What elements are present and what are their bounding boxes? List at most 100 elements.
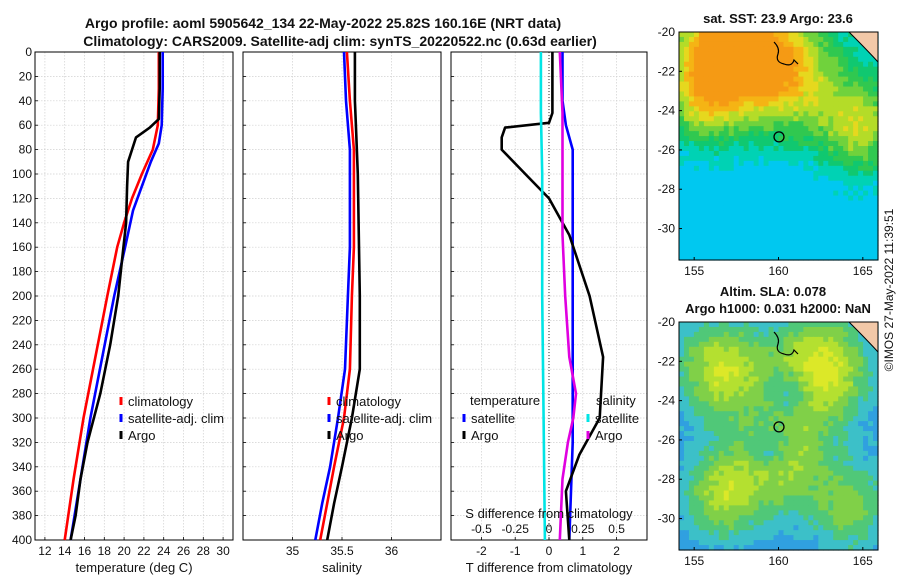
map-cell — [698, 411, 705, 417]
map-cell — [803, 180, 809, 187]
map-cell — [848, 41, 854, 48]
map-cell — [753, 32, 760, 38]
map-cell — [763, 465, 770, 472]
map-cell — [793, 240, 799, 246]
map-cell — [758, 46, 765, 53]
map-cell — [853, 470, 859, 477]
map-cell — [803, 96, 809, 102]
map-cell — [838, 411, 844, 417]
map-cell — [713, 346, 720, 353]
map-cell — [708, 51, 715, 58]
map-cell — [788, 331, 795, 338]
map-cell — [783, 190, 790, 197]
map-cell — [783, 475, 790, 482]
map-cell — [728, 170, 735, 177]
map-cell — [758, 225, 765, 231]
map-cell — [679, 426, 685, 432]
map-cell — [683, 116, 690, 122]
map-cell — [758, 470, 765, 477]
map-cell — [698, 86, 705, 93]
map-cell — [723, 230, 730, 236]
map-cell — [818, 106, 824, 112]
map-cell — [788, 205, 795, 212]
map-cell — [873, 495, 879, 502]
map-cell — [873, 160, 879, 167]
map-cell — [698, 386, 705, 392]
map-cell — [723, 170, 730, 177]
map-cell — [773, 455, 780, 462]
map-cell — [848, 185, 854, 192]
map-cell — [743, 146, 750, 152]
map-cell — [773, 61, 780, 68]
map-cell — [753, 160, 760, 167]
map-cell — [679, 141, 685, 147]
map-cell — [733, 495, 740, 502]
map-cell — [703, 386, 710, 392]
map-cell — [718, 66, 725, 73]
map-cell — [733, 376, 740, 383]
map-cell — [733, 195, 740, 202]
map-cell — [718, 331, 725, 338]
map-cell — [743, 450, 750, 457]
map-cell — [753, 485, 760, 492]
map-cell — [793, 381, 799, 388]
map-cell — [713, 51, 720, 58]
map-cell — [773, 150, 780, 157]
map-cell — [713, 356, 720, 363]
map-cell — [858, 426, 864, 432]
map-cell — [768, 190, 775, 197]
map-cell — [858, 200, 864, 207]
map-cell — [828, 175, 834, 182]
map-cell — [713, 245, 720, 251]
map-cell — [798, 356, 804, 363]
map-cell — [718, 175, 725, 182]
map-cell — [713, 235, 720, 241]
map-cell — [683, 416, 690, 422]
map-cell — [753, 351, 760, 358]
map-cell — [818, 475, 824, 482]
map-cell — [868, 366, 874, 373]
map-cell — [683, 190, 690, 197]
map-cell — [803, 520, 809, 526]
map-cell — [753, 540, 760, 546]
map-cell — [683, 500, 690, 506]
map-cell — [768, 185, 775, 192]
map-cell — [743, 81, 750, 88]
map-cell — [738, 46, 745, 53]
map-cell — [818, 406, 824, 412]
map-cell — [858, 250, 864, 256]
map-cell — [823, 230, 829, 236]
map-cell — [783, 371, 790, 378]
map-cell — [803, 81, 809, 88]
map-cell — [688, 111, 695, 117]
map-cell — [873, 436, 879, 442]
map-cell — [868, 495, 874, 502]
map-cell — [788, 71, 795, 78]
map-cell — [783, 66, 790, 73]
map-cell — [788, 421, 795, 427]
map-cell — [773, 141, 780, 147]
map-cell — [868, 255, 874, 261]
map-cell — [728, 250, 735, 256]
map-cell — [783, 525, 790, 531]
map-cell — [718, 250, 725, 256]
map-cell — [708, 155, 715, 162]
map-cell — [743, 165, 750, 172]
map-cell — [848, 505, 854, 511]
map-cell — [713, 136, 720, 142]
map-cell — [738, 376, 745, 383]
map-cell — [713, 326, 720, 333]
map-cell — [718, 490, 725, 497]
map-cell — [748, 465, 755, 472]
map-cell — [798, 416, 804, 422]
map-cell — [763, 126, 770, 132]
map-cell — [873, 416, 879, 422]
map-cell — [798, 505, 804, 511]
map-cell — [708, 426, 715, 432]
map-cell — [688, 205, 695, 212]
map-cell — [853, 245, 859, 251]
map-cell — [679, 195, 685, 202]
map-cell — [868, 101, 874, 107]
map-cell — [873, 381, 879, 388]
map-cell — [843, 411, 849, 417]
